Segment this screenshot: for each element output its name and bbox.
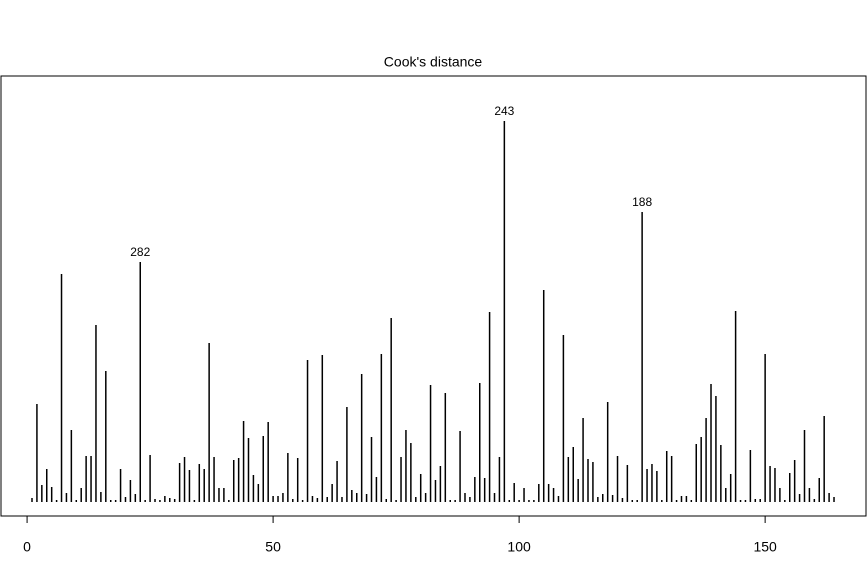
x-tick-label: 0 — [23, 539, 31, 555]
x-tick-label: 50 — [265, 539, 281, 555]
x-tick-label: 100 — [507, 539, 531, 555]
plot-box — [0, 75, 867, 517]
point-label: 188 — [632, 195, 652, 209]
chart-title: Cook's distance — [384, 54, 483, 70]
x-tick-label: 150 — [753, 539, 777, 555]
point-label: 243 — [494, 104, 514, 118]
point-label: 282 — [130, 245, 150, 259]
